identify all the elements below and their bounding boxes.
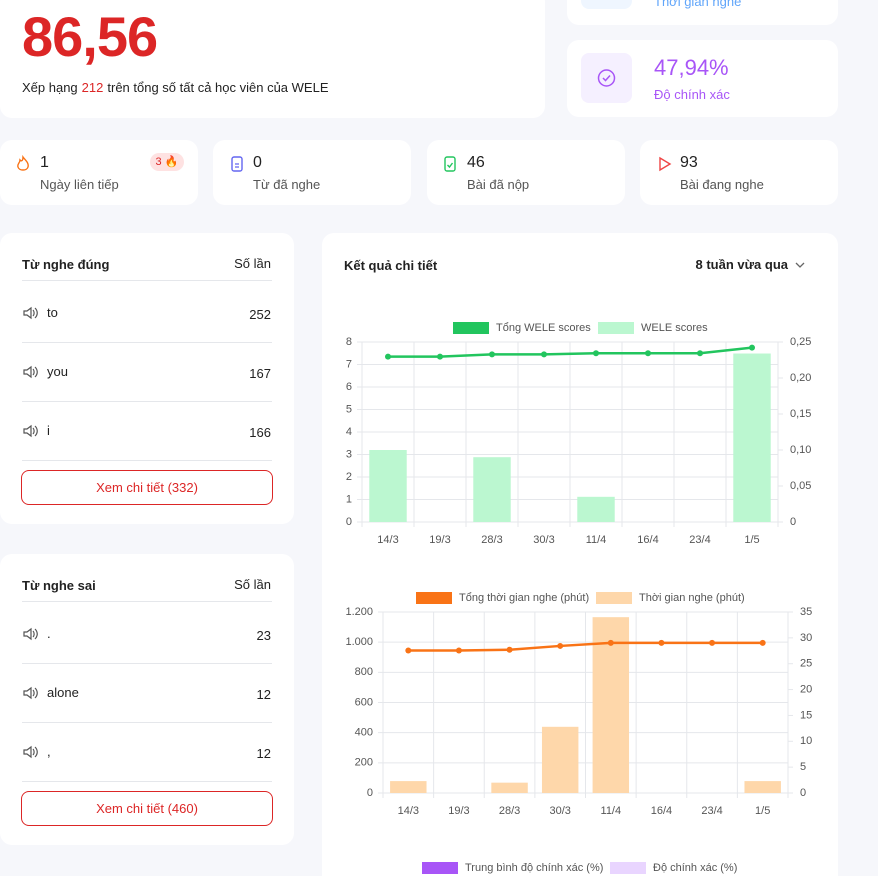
stat-value: 93 — [680, 154, 698, 171]
rank: 212 — [81, 80, 104, 95]
divider — [22, 460, 272, 461]
speaker-icon[interactable] — [22, 305, 40, 321]
divider — [22, 401, 272, 402]
list-title: Từ nghe sai — [22, 578, 96, 593]
word: you — [47, 364, 68, 379]
word: . — [47, 626, 51, 641]
chevron — [795, 262, 805, 268]
play-icon — [659, 156, 672, 172]
check-icon — [597, 69, 616, 87]
speaker-icon[interactable] — [22, 685, 40, 701]
word-count: 167 — [249, 366, 271, 381]
divider — [22, 280, 272, 281]
correct-card — [0, 233, 294, 524]
stat-card — [213, 140, 411, 205]
word-count: 12 — [256, 746, 271, 761]
rank-prefix: Xếp hạng — [22, 80, 78, 95]
submit-icon — [444, 156, 456, 172]
badge-value: 3 — [155, 156, 162, 168]
time-card: Thời gian nghe — [567, 0, 838, 25]
speaker-icon[interactable] — [22, 423, 40, 439]
stat-card — [427, 140, 625, 205]
speaker-icon[interactable] — [22, 364, 40, 380]
detail-button[interactable]: Xem chi tiết (460) — [21, 791, 273, 826]
score: 86,56 — [22, 5, 158, 68]
word: i — [47, 423, 50, 438]
flame-icon — [17, 155, 29, 171]
wrong-card — [0, 554, 294, 845]
divider — [22, 781, 272, 782]
list-header: Số lần — [234, 577, 271, 592]
accuracy-value: 47,94% — [654, 55, 729, 80]
divider — [22, 342, 272, 343]
doc-icon — [231, 156, 243, 172]
divider — [22, 722, 272, 723]
time-icon — [581, 0, 632, 9]
word: to — [47, 305, 58, 320]
accuracy-label: Độ chính xác — [654, 87, 730, 102]
divider — [22, 601, 272, 602]
stat-value: 46 — [467, 154, 485, 171]
divider — [22, 663, 272, 664]
accuracy-icon — [581, 53, 632, 103]
accuracy-card: 47,94% Độ chính xác — [567, 40, 838, 117]
word-count: 252 — [249, 307, 271, 322]
speaker-icon[interactable] — [22, 626, 40, 642]
period-select[interactable]: 8 tuần vừa qua — [695, 257, 789, 272]
list-header: Số lần — [234, 256, 271, 271]
word: alone — [47, 685, 79, 700]
stat-label: Bài đang nghe — [680, 177, 764, 192]
stat-label: Bài đã nộp — [467, 177, 530, 192]
streak-badge: 3 🔥 — [150, 153, 184, 171]
time-label: Thời gian nghe — [654, 0, 742, 9]
stat-card — [0, 140, 198, 205]
stat-card — [640, 140, 838, 205]
detail-card: Kết quả chi tiết 8 tuần vừa qua — [322, 233, 838, 876]
stat-label: Ngày liên tiếp — [40, 177, 119, 192]
detail-button[interactable]: Xem chi tiết (332) — [21, 470, 273, 505]
word-count: 12 — [256, 687, 271, 702]
word: , — [47, 744, 51, 759]
rank-suffix: trên tổng số tất cả học viên của WELE — [107, 80, 329, 95]
list-title: Từ nghe đúng — [22, 257, 110, 272]
stat-value: 0 — [253, 154, 262, 171]
rank-text: Xếp hạng 212 trên tổng số tất cả học viên … — [22, 80, 329, 95]
stat-label: Từ đã nghe — [253, 177, 321, 192]
word-count: 23 — [256, 628, 271, 643]
score-card: 86,56 Xếp hạng 212 trên tổng số tất cả học… — [0, 0, 545, 118]
stat-value: 1 — [40, 154, 49, 171]
detail-title: Kết quả chi tiết — [344, 258, 438, 273]
word-count: 166 — [249, 425, 271, 440]
speaker-icon[interactable] — [22, 744, 40, 760]
